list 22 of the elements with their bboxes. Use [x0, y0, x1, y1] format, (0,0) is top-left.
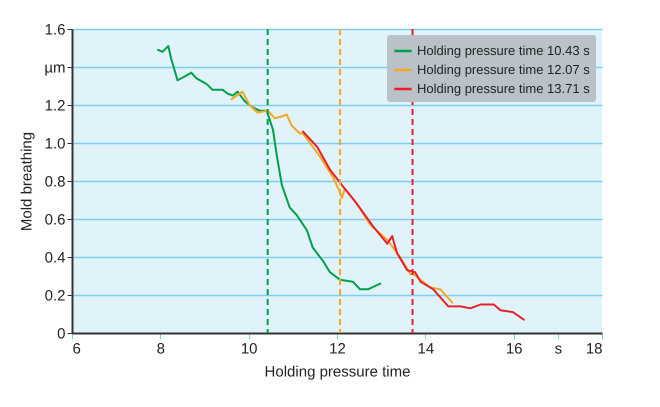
x-tick-label: 18 [586, 340, 602, 358]
legend-label: Holding pressure time 13.71 s [417, 81, 590, 96]
x-tick-label: 14 [417, 340, 434, 358]
y-tick-label: 0.4 [44, 250, 66, 266]
y-tick-label: 1.0 [44, 136, 66, 152]
legend-label: Holding pressure time 10.43 s [417, 43, 590, 58]
x-tick-label: 10 [240, 340, 258, 358]
x-tick-label: 16 [506, 340, 523, 358]
x-tick-label: 12 [329, 340, 346, 358]
legend-label: Holding pressure time 12.07 s [417, 62, 590, 77]
y-tick-label: 1.6 [44, 22, 66, 38]
x-axis-title: Holding pressure time [264, 364, 410, 380]
y-tick-label: µm [44, 60, 66, 76]
x-tick-label: s [554, 340, 562, 358]
x-tick-label: 8 [156, 340, 166, 358]
y-tick-label: 0.2 [44, 288, 66, 304]
y-tick-label: 0.6 [44, 212, 66, 228]
y-tick-label: 1.2 [44, 98, 66, 114]
y-tick-label: 0.8 [44, 174, 66, 190]
y-axis-title: Mold breathing [18, 132, 36, 232]
y-tick-label: 0 [57, 326, 66, 342]
x-tick-label: 6 [72, 340, 81, 358]
